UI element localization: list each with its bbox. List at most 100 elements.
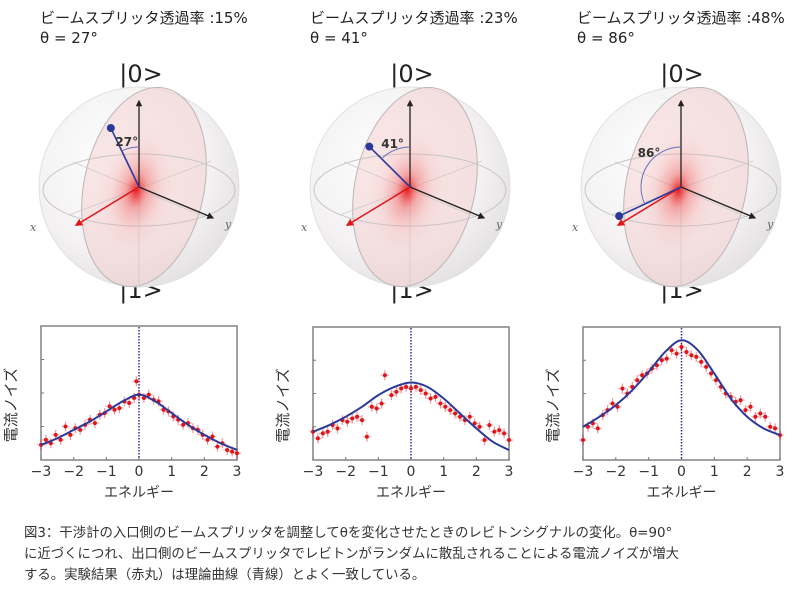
noise-chart: −3 −2 −1 0 1 2 3 エネルギー 電流ノイズ <box>2 325 242 501</box>
data-point <box>669 348 674 353</box>
panel-heading-2: ビームスプリッタ透過率 :23% θ = 41° <box>310 8 518 48</box>
data-point <box>350 416 355 421</box>
data-point <box>320 431 325 436</box>
bloch-sphere: 86° x y <box>572 86 782 288</box>
data-point <box>63 424 68 429</box>
red-glow <box>364 121 451 260</box>
data-point <box>458 414 462 419</box>
data-point <box>428 396 433 401</box>
data-point <box>53 432 58 437</box>
theta-label: θ = 86° <box>577 29 635 47</box>
data-point <box>418 388 423 393</box>
caption-line: する。実験結果（赤丸）は理論曲線（青線）とよく一致している。 <box>24 568 426 583</box>
data-point <box>235 451 239 456</box>
data-point <box>389 393 394 398</box>
x-tick-label: 0 <box>135 464 144 480</box>
data-point <box>743 408 748 413</box>
data-point <box>453 411 458 416</box>
data-point <box>507 438 511 443</box>
ket-zero-label: |0> <box>390 60 434 88</box>
data-point <box>768 424 773 429</box>
x-tick-label: 3 <box>505 464 514 480</box>
data-point <box>773 426 778 431</box>
y-axis-label: 電流ノイズ <box>2 368 20 443</box>
data-point <box>382 373 387 378</box>
theory-curve <box>312 381 510 451</box>
state-vector-arrow <box>615 186 682 221</box>
data-point <box>753 414 758 419</box>
state-vector-arrow <box>365 142 411 188</box>
data-point <box>659 358 664 363</box>
data-point <box>146 392 151 397</box>
x-axis-label: x <box>572 221 579 234</box>
x-tick-label: 3 <box>776 464 785 480</box>
data-point <box>360 418 364 423</box>
data-point <box>482 438 487 443</box>
data-point <box>610 401 615 406</box>
x-tick-label: 3 <box>233 464 242 480</box>
data-point <box>694 354 699 359</box>
ket-zero-label: |0> <box>660 60 704 88</box>
y-axis-arrow <box>409 186 486 219</box>
data-point <box>472 421 477 426</box>
data-point <box>225 447 230 452</box>
data-point <box>679 344 684 349</box>
data-point <box>379 401 384 406</box>
theta-label: θ = 27° <box>40 29 98 47</box>
data-point <box>423 391 428 396</box>
x-axis-arrow <box>74 186 140 226</box>
y-axis-arrow <box>680 186 757 219</box>
data-point <box>763 414 768 419</box>
data-point <box>438 401 443 406</box>
data-point <box>127 401 132 406</box>
angle-arc <box>381 146 411 160</box>
y-axis-arrow <box>138 186 215 219</box>
x-axis-label: x <box>301 221 308 234</box>
x-axis-arrow <box>345 186 411 226</box>
data-point <box>43 437 48 442</box>
bloch-sphere: 27° x y <box>30 86 240 288</box>
x-tick-label: 2 <box>472 464 481 480</box>
data-point <box>68 432 73 437</box>
angle-arc <box>640 146 682 205</box>
theta-label: θ = 41° <box>310 29 368 47</box>
x-tick-label: −1 <box>368 464 389 480</box>
x-axis-arrow <box>616 186 682 226</box>
x-tick-label: −2 <box>63 464 84 480</box>
data-point <box>117 406 122 411</box>
data-point <box>92 421 97 426</box>
x-tick-label: 2 <box>743 464 752 480</box>
data-point <box>215 444 220 449</box>
x-axis-label: x <box>30 221 37 234</box>
panel-heading-1: ビームスプリッタ透過率 :15% θ = 27° <box>40 8 248 48</box>
data-point <box>404 384 409 389</box>
data-point <box>369 404 374 409</box>
data-point <box>374 406 379 411</box>
transmittance-label: ビームスプリッタ透過率 :48% <box>577 9 785 27</box>
data-point <box>581 438 585 443</box>
data-point <box>502 431 507 436</box>
data-point <box>335 426 340 431</box>
theory-curve <box>582 339 781 436</box>
x-tick-label: −3 <box>31 464 52 480</box>
data-point <box>738 398 743 403</box>
state-vector-arrow <box>106 124 140 188</box>
data-point <box>477 424 482 429</box>
x-tick-label: −3 <box>573 464 594 480</box>
angle-label: 86° <box>638 146 661 160</box>
data-point <box>704 364 709 369</box>
x-tick-label: −2 <box>335 464 356 480</box>
figure-canvas: 27° x y 41° x y 86° x y −3 −2 −1 0 1 2 3 エネルギー 電流ノイズ −3 −2… <box>2 86 785 501</box>
data-point <box>364 434 369 439</box>
figure-caption: 図3：干渉計の入口側のビームスプリッタを調整してθを変化させたときのレビトンシグ… <box>24 523 784 586</box>
data-point <box>492 429 497 434</box>
y-axis-label: 電流ノイズ <box>544 368 562 443</box>
transmittance-label: ビームスプリッタ透過率 :23% <box>310 9 518 27</box>
data-point <box>585 424 590 429</box>
caption-line: 図3：干渉計の入口側のビームスプリッタを調整してθを変化させたときのレビトンシグ… <box>24 526 673 541</box>
data-point <box>399 386 404 391</box>
data-point <box>107 404 112 409</box>
y-axis-label: 電流ノイズ <box>274 368 292 443</box>
data-point <box>325 429 330 434</box>
noise-chart: −3 −2 −1 0 1 2 3 エネルギー 電流ノイズ <box>544 326 785 501</box>
